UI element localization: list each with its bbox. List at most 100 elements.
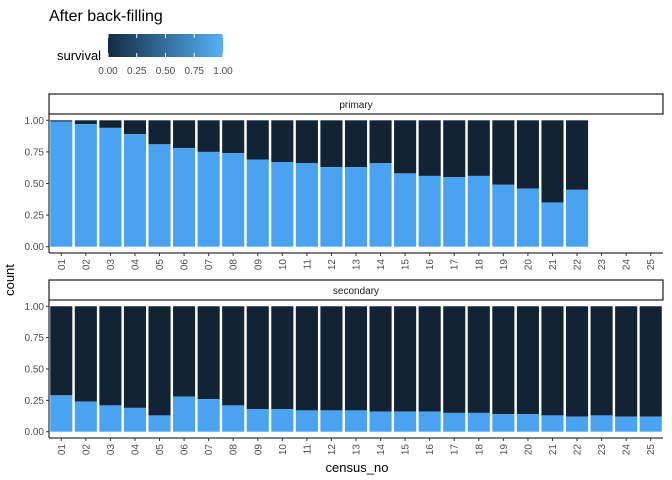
x-tick-label: 05 bbox=[155, 444, 166, 456]
bar-survived bbox=[246, 409, 269, 432]
bar-survived bbox=[443, 412, 466, 432]
x-tick-label: 11 bbox=[302, 259, 313, 270]
bar-not-survived bbox=[295, 120, 318, 164]
x-tick-label: 20 bbox=[523, 444, 534, 456]
x-tick-label: 13 bbox=[352, 444, 363, 456]
x-tick-label: 05 bbox=[155, 259, 166, 271]
y-tick-label: 0.00 bbox=[25, 427, 45, 438]
bar-not-survived bbox=[615, 306, 638, 417]
bar-survived bbox=[565, 189, 589, 247]
legend-ticks: 0.00 0.25 0.50 0.75 1.00 bbox=[98, 34, 233, 77]
bar-not-survived bbox=[74, 120, 97, 125]
legend-tick-label: 0.00 bbox=[98, 66, 118, 77]
bar-not-survived bbox=[344, 120, 368, 168]
bar-not-survived bbox=[394, 120, 417, 174]
facet-primary: primary 0.00 0.25 0.50 0.75 1.00 01 02 03 04 05 06 0… bbox=[25, 93, 664, 271]
x-tick-label: 13 bbox=[352, 259, 363, 271]
bar-not-survived bbox=[173, 306, 196, 397]
legend-tick-label: 0.50 bbox=[156, 66, 176, 77]
legend-title: survival bbox=[57, 48, 101, 63]
bar-survived bbox=[344, 167, 368, 247]
x-tick-label: 06 bbox=[180, 259, 191, 271]
x-tick-label: 14 bbox=[376, 259, 387, 271]
bar-survived bbox=[50, 121, 73, 247]
x-tick-label: 04 bbox=[130, 259, 141, 271]
bar-survived bbox=[394, 411, 417, 432]
bar-not-survived bbox=[148, 306, 171, 416]
bar-not-survived bbox=[271, 120, 294, 163]
x-tick-label: 12 bbox=[327, 259, 338, 271]
x-tick-label: 01 bbox=[57, 259, 68, 271]
x-tick-label: 16 bbox=[425, 259, 436, 271]
x-tick-label: 12 bbox=[327, 444, 338, 456]
facet-secondary: secondary 0.00 0.25 0.50 0.75 1.00 01 02 03 04 05 0… bbox=[25, 279, 664, 456]
bar-not-survived bbox=[639, 306, 662, 417]
bar-not-survived bbox=[74, 306, 97, 402]
legend-tick-label: 1.00 bbox=[213, 66, 233, 77]
bar-survived bbox=[123, 407, 147, 432]
x-tick-label: 22 bbox=[573, 259, 584, 271]
legend-colorbar bbox=[108, 34, 223, 57]
x-tick-label: 06 bbox=[180, 444, 191, 456]
bar-survived bbox=[615, 416, 638, 432]
legend: survival 0.00 0.25 0.50 0.75 1.00 bbox=[57, 34, 233, 77]
bar-survived bbox=[418, 175, 441, 247]
bar-survived bbox=[222, 153, 245, 247]
bar-survived bbox=[418, 411, 441, 432]
x-tick-label: 10 bbox=[278, 444, 289, 456]
x-tick-label: 18 bbox=[474, 444, 485, 456]
bar-survived bbox=[320, 167, 343, 247]
bar-not-survived bbox=[565, 120, 589, 190]
x-tick-label: 24 bbox=[622, 259, 633, 271]
bar-not-survived bbox=[148, 120, 171, 145]
x-axis-title: census_no bbox=[326, 460, 389, 475]
bar-not-survived bbox=[123, 306, 147, 408]
bar-survived bbox=[74, 401, 97, 432]
bar-survived bbox=[222, 405, 245, 432]
bar-survived bbox=[565, 416, 589, 432]
bar-not-survived bbox=[222, 120, 245, 154]
bar-not-survived bbox=[320, 120, 343, 168]
x-tick-label: 17 bbox=[450, 259, 461, 271]
x-tick-label: 19 bbox=[499, 259, 510, 271]
x-tick-label: 08 bbox=[229, 444, 240, 456]
bar-not-survived bbox=[492, 120, 515, 185]
x-tick-label: 17 bbox=[450, 444, 461, 456]
bar-survived bbox=[295, 163, 318, 247]
bar-not-survived bbox=[541, 120, 564, 203]
bar-survived bbox=[74, 124, 97, 247]
x-tick-label: 10 bbox=[278, 259, 289, 271]
bar-not-survived bbox=[467, 120, 490, 176]
bar-not-survived bbox=[541, 306, 564, 416]
bar-not-survived bbox=[418, 120, 441, 176]
bar-survived bbox=[590, 415, 613, 432]
bar-survived bbox=[50, 395, 73, 432]
bar-not-survived bbox=[344, 306, 368, 411]
x-tick-label: 25 bbox=[646, 444, 657, 456]
y-tick-label: 0.25 bbox=[25, 211, 45, 222]
bar-not-survived bbox=[443, 120, 466, 178]
bar-survived bbox=[99, 405, 122, 432]
bar-not-survived bbox=[99, 120, 122, 128]
bar-survived bbox=[271, 409, 294, 432]
bar-not-survived bbox=[271, 306, 294, 410]
y-tick-label: 0.75 bbox=[25, 147, 45, 158]
bar-not-survived bbox=[516, 120, 539, 189]
bar-survived bbox=[394, 173, 417, 247]
bar-not-survived bbox=[418, 306, 441, 412]
x-tick-label: 07 bbox=[204, 259, 215, 271]
facet-strip-label: primary bbox=[339, 100, 372, 111]
bar-survived bbox=[99, 127, 122, 247]
chart-title: After back-filling bbox=[49, 8, 163, 25]
panels: primary 0.00 0.25 0.50 0.75 1.00 01 02 03 04 05 06 0… bbox=[25, 93, 664, 456]
x-tick-label: 23 bbox=[597, 259, 608, 271]
x-tick-label: 22 bbox=[573, 444, 584, 456]
bar-survived bbox=[148, 144, 171, 247]
bar-survived bbox=[344, 410, 368, 432]
bar-survived bbox=[492, 414, 515, 432]
bar-survived bbox=[492, 184, 515, 247]
y-tick-label: 0.50 bbox=[25, 365, 45, 376]
facet-strip bbox=[48, 279, 664, 301]
bar-not-survived bbox=[173, 120, 196, 149]
